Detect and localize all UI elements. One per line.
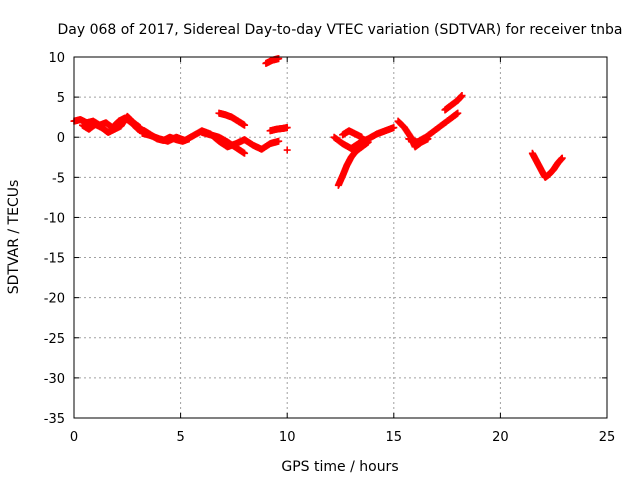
data-point (283, 124, 291, 132)
x-tick-label: 25 (599, 430, 616, 445)
plot-frame (73, 56, 608, 419)
data-points (70, 55, 566, 189)
data-point (454, 109, 462, 117)
x-tick-label: 10 (279, 430, 296, 445)
axis-ticks: 0 5 10 15 20 25 10 5 0 -5 -10 -15 -20 -25 -30 -35 (44, 51, 616, 445)
y-tick-label: -30 (44, 372, 65, 387)
data-point (458, 92, 466, 100)
data-point (283, 146, 291, 154)
y-tick-label: -10 (44, 211, 65, 226)
x-tick-label: 20 (492, 430, 509, 445)
x-axis-label: GPS time / hours (281, 459, 398, 475)
y-tick-label: -5 (52, 171, 65, 186)
data-point (275, 137, 283, 145)
data-point (275, 55, 283, 63)
data-point (390, 124, 398, 132)
data-point (358, 133, 366, 141)
y-tick-label: -25 (44, 332, 65, 347)
x-tick-label: 15 (386, 430, 403, 445)
data-point (241, 149, 249, 157)
y-tick-label: -15 (44, 252, 65, 267)
y-tick-label: -20 (44, 292, 65, 307)
y-tick-label: 5 (57, 91, 65, 106)
y-tick-label: 0 (57, 131, 65, 146)
data-point (136, 124, 144, 132)
y-tick-label: -35 (44, 412, 65, 427)
data-point (558, 154, 566, 162)
x-tick-label: 0 (70, 430, 78, 445)
y-axis-label: SDTVAR / TECUs (6, 180, 22, 295)
data-point (241, 121, 249, 129)
x-tick-label: 5 (176, 430, 184, 445)
y-tick-label: 10 (48, 51, 65, 66)
grid-lines (74, 57, 607, 418)
chart-title: Day 068 of 2017, Sidereal Day-to-day VTE… (57, 22, 622, 38)
